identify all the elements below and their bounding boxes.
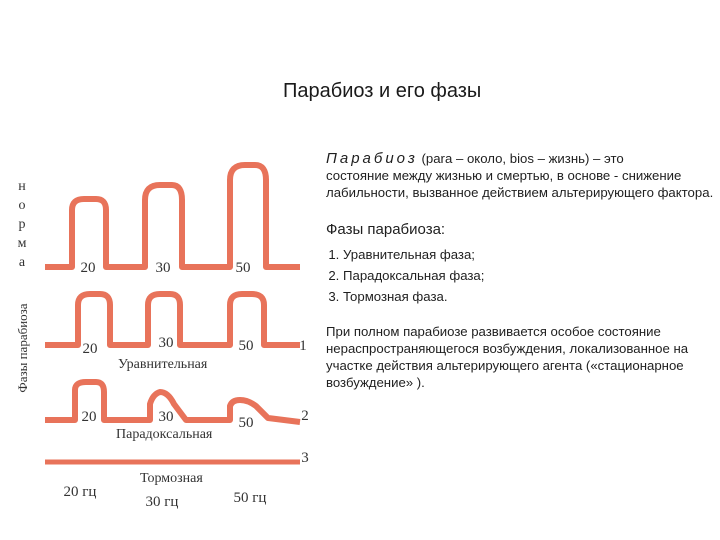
norm-letter: р [19,217,26,232]
stimulus-label: 30 [159,409,174,425]
frequency-label: 20 гц [64,484,97,500]
definition-term: Парабиоз [326,150,418,167]
stimulus-label: 20 [81,260,96,276]
phase-caption: Тормозная [140,471,203,486]
norm-letter: н [18,179,26,194]
phase-number: 2 [301,408,309,424]
phase-number: 1 [299,338,307,354]
stimulus-label: 50 [236,260,251,276]
phases-heading: Фазы парабиоза: [326,221,446,238]
phase-item: Тормозная фаза. [343,288,716,305]
phase-caption: Уравнительная [118,357,208,372]
norm-letter: а [19,255,26,270]
stimulus-label: 50 [239,338,254,354]
paradoxical-phase-trace [45,379,301,425]
phase-item: Уравнительная фаза; [343,246,716,263]
slide-title: Парабиоз и его фазы [283,80,482,102]
phase-caption: Парадоксальная [116,427,213,442]
frequency-label: 30 гц [146,494,179,510]
phases-list: Уравнительная фаза; Парадоксальная фаза;… [326,246,716,305]
definition-etymology: (para – около, bios – жизнь) – это [417,151,624,166]
phases-vertical-label: Фазы парабиоза [15,303,30,392]
stimulus-label: 50 [239,415,254,431]
frequency-label: 50 гц [234,490,267,506]
norm-trace [45,162,300,270]
definition-first-line: Парабиоз (para – около, bios – жизнь) – … [326,150,716,167]
phase-item: Парадоксальная фаза; [343,267,716,284]
stimulus-label: 20 [83,341,98,357]
phase-number: 3 [301,450,309,466]
stimulus-label: 30 [156,260,171,276]
stimulus-label: 30 [159,335,174,351]
norm-letter: м [18,236,27,251]
stimulus-label: 20 [82,409,97,425]
definition-paragraph: Парабиоз (para – около, bios – жизнь) – … [326,150,716,201]
definition-body: состояние между жизнью и смертью, в осно… [326,168,714,200]
text-column: Парабиоз (para – около, bios – жизнь) – … [326,150,716,391]
equalizing-phase-trace [45,291,300,348]
conclusion-paragraph: При полном парабиозе развивается особое … [326,324,689,390]
norm-letter: о [19,198,26,213]
